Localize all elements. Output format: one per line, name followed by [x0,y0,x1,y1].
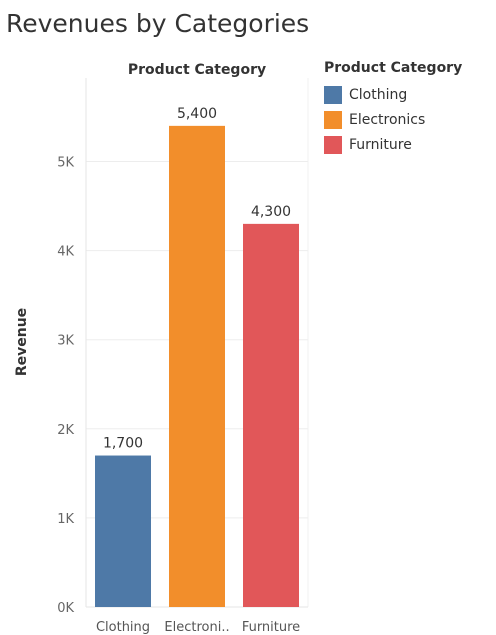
y-tick-label: 2K [57,423,74,438]
x-ticks: Clothing Electroni.. Furniture [96,620,300,635]
y-tick-label: 5K [57,156,74,171]
y-tick-label: 3K [57,334,74,349]
bars [95,125,299,608]
y-tick-label: 0K [57,601,74,616]
legend-label: Clothing [349,86,408,103]
legend-item-furniture[interactable]: Furniture [324,132,462,157]
legend-title: Product Category [324,60,463,76]
legend-label: Electronics [349,111,426,128]
x-tick-label: Furniture [242,620,300,635]
y-tick-label: 1K [57,512,74,527]
legend-swatch [324,110,342,129]
data-label: 4,300 [251,204,291,220]
x-tick-label: Clothing [96,620,150,635]
y-tick-label: 4K [57,245,74,260]
bar-electronics [169,125,225,608]
y-ticks: 0K 1K 2K 3K 4K 5K [57,156,74,617]
legend-label: Furniture [349,136,412,153]
x-tick-label: Electroni.. [164,620,229,635]
legend-swatch [324,135,342,154]
bar-clothing [95,455,151,607]
chart-title: Revenues by Categories [6,9,310,38]
legend-item-electronics[interactable]: Electronics [324,107,462,132]
bar-furniture [243,223,299,607]
data-label: 5,400 [177,106,217,122]
legend-item-clothing[interactable]: Clothing [324,82,462,107]
data-label: 1,700 [103,436,143,452]
y-axis-label: Revenue [14,308,30,376]
legend: Product Category Clothing Electronics Fu… [324,60,462,157]
legend-swatch [324,85,342,104]
data-labels: 1,700 5,400 4,300 [103,106,291,452]
column-header: Product Category [128,62,266,78]
